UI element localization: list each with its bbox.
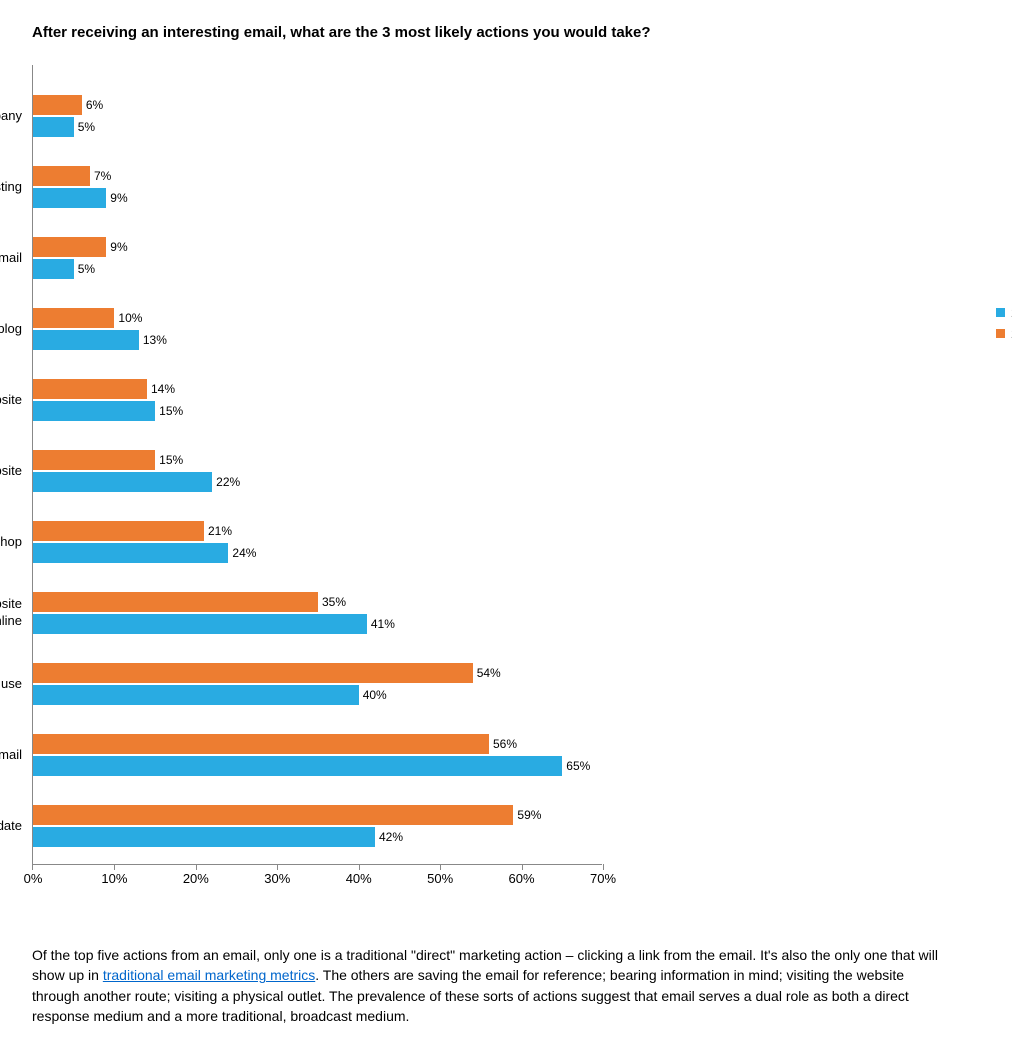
bar-2016: 22% [33,472,212,492]
category-label: Go to their physical/high-street shop [0,534,22,551]
bar-2016: 65% [33,756,562,776]
category-row: Go to their physical/high-street shop21%… [33,521,602,563]
x-axis-label: 0% [24,871,43,886]
axis-tick [277,864,278,870]
bar-2016: 41% [33,614,367,634]
category-label: Save the email to refer to at a later da… [0,818,22,835]
category-label: Share the email [0,250,22,267]
bar-2017: 21% [33,521,204,541]
bar-value-label: 54% [473,663,501,683]
bar-value-label: 9% [106,188,127,208]
legend: 2016 2017 [996,305,1012,347]
bar-2017: 59% [33,805,513,825]
axis-tick [359,864,360,870]
legend-marker-2017 [996,329,1005,338]
bar-value-label: 15% [155,450,183,470]
plot-area: 0%10%20%30%40%50%60%70%Call the company6… [32,65,602,865]
category-row: Bear the information in mind for later u… [33,663,602,705]
bar-value-label: 10% [114,308,142,328]
category-row: Go to their social network site or blog1… [33,308,602,350]
bar-value-label: 40% [359,685,387,705]
bar-value-label: 41% [367,614,395,634]
bar-value-label: 22% [212,472,240,492]
bar-value-label: 9% [106,237,127,257]
bar-2017: 14% [33,379,147,399]
bar-value-label: 42% [375,827,403,847]
x-axis-label: 40% [346,871,372,886]
bar-2016: 15% [33,401,155,421]
bar-value-label: 5% [74,117,95,137]
bar-2017: 10% [33,308,114,328]
bar-2017: 35% [33,592,318,612]
bar-2017: 7% [33,166,90,186]
category-row: Go to the company's websitevia another r… [33,592,602,634]
x-axis-label: 50% [427,871,453,886]
category-row: Save the email to refer to at a later da… [33,805,602,847]
bar-value-label: 14% [147,379,175,399]
bar-value-label: 59% [513,805,541,825]
chart-container: 0%10%20%30%40%50%60%70%Call the company6… [32,65,980,901]
category-label: Go to a competitor's website [0,392,22,409]
footer-paragraph: Of the top five actions from an email, o… [32,945,952,1026]
axis-tick [196,864,197,870]
x-axis-label: 60% [509,871,535,886]
axis-tick [522,864,523,870]
category-row: Call the company6%5% [33,95,602,137]
bar-2016: 5% [33,117,74,137]
bar-2017: 15% [33,450,155,470]
bar-value-label: 5% [74,259,95,279]
category-row: I don't receive emails I find interestin… [33,166,602,208]
axis-tick [440,864,441,870]
category-label: Click on a link from the email [0,747,22,764]
bar-value-label: 6% [82,95,103,115]
category-label: Call the company [0,108,22,125]
bar-2016: 40% [33,685,359,705]
category-row: Go to a comparison shopping website15%22… [33,450,602,492]
category-label: I don't receive emails I find interestin… [0,179,22,196]
chart-plot: 0%10%20%30%40%50%60%70%Call the company6… [32,65,980,901]
x-axis-label: 20% [183,871,209,886]
bar-2017: 54% [33,663,473,683]
bar-2017: 6% [33,95,82,115]
category-row: Go to a competitor's website14%15% [33,379,602,421]
bar-value-label: 13% [139,330,167,350]
bar-value-label: 15% [155,401,183,421]
bar-2017: 9% [33,237,106,257]
bar-value-label: 7% [90,166,111,186]
legend-item-2016: 2016 [996,305,1012,320]
bar-value-label: 35% [318,592,346,612]
bar-2016: 42% [33,827,375,847]
bar-2016: 9% [33,188,106,208]
x-axis-label: 30% [264,871,290,886]
category-label: Go to their social network site or blog [0,321,22,338]
bar-value-label: 24% [228,543,256,563]
bar-2016: 24% [33,543,228,563]
chart-title: After receiving an interesting email, wh… [32,24,980,41]
category-row: Share the email9%5% [33,237,602,279]
axis-tick [32,864,33,870]
category-row: Click on a link from the email56%65% [33,734,602,776]
x-axis-label: 70% [590,871,616,886]
category-label: Go to a comparison shopping website [0,463,22,480]
footer-link[interactable]: traditional email marketing metrics [103,967,315,983]
category-label: Go to the company's websitevia another r… [0,596,22,630]
x-axis-label: 10% [101,871,127,886]
legend-marker-2016 [996,308,1005,317]
axis-tick [114,864,115,870]
bar-2016: 13% [33,330,139,350]
axis-tick [603,864,604,870]
bar-2016: 5% [33,259,74,279]
category-label: Bear the information in mind for later u… [0,676,22,693]
bar-value-label: 56% [489,734,517,754]
bar-value-label: 21% [204,521,232,541]
legend-item-2017: 2017 [996,326,1012,341]
bar-2017: 56% [33,734,489,754]
bar-value-label: 65% [562,756,590,776]
